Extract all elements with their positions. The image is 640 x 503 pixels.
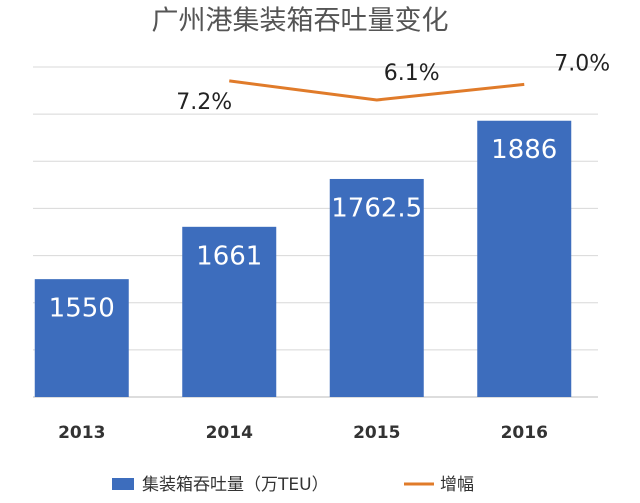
x-tick-label: 2015 (353, 423, 400, 443)
x-tick-label: 2013 (58, 423, 105, 443)
data-label: 7.2% (176, 90, 232, 115)
bar (477, 120, 572, 397)
chart-title: 广州港集装箱吞吐量变化 (152, 6, 449, 37)
bar (329, 178, 424, 397)
legend-swatch (112, 478, 134, 490)
data-label: 6.1% (384, 61, 440, 86)
data-label: 1762.5 (331, 193, 422, 223)
data-label: 7.0% (554, 51, 610, 76)
legend-label: 增幅 (440, 475, 474, 495)
bar (182, 226, 277, 397)
x-tick-label: 2016 (501, 423, 548, 443)
x-tick-label: 2014 (206, 423, 253, 443)
line (229, 79, 525, 102)
data-label: 1550 (49, 294, 115, 324)
data-label: 1661 (196, 241, 262, 271)
data-label: 1886 (491, 135, 557, 165)
bar (34, 279, 129, 397)
legend-label: 集装箱吞吐量（万TEU） (142, 475, 329, 495)
